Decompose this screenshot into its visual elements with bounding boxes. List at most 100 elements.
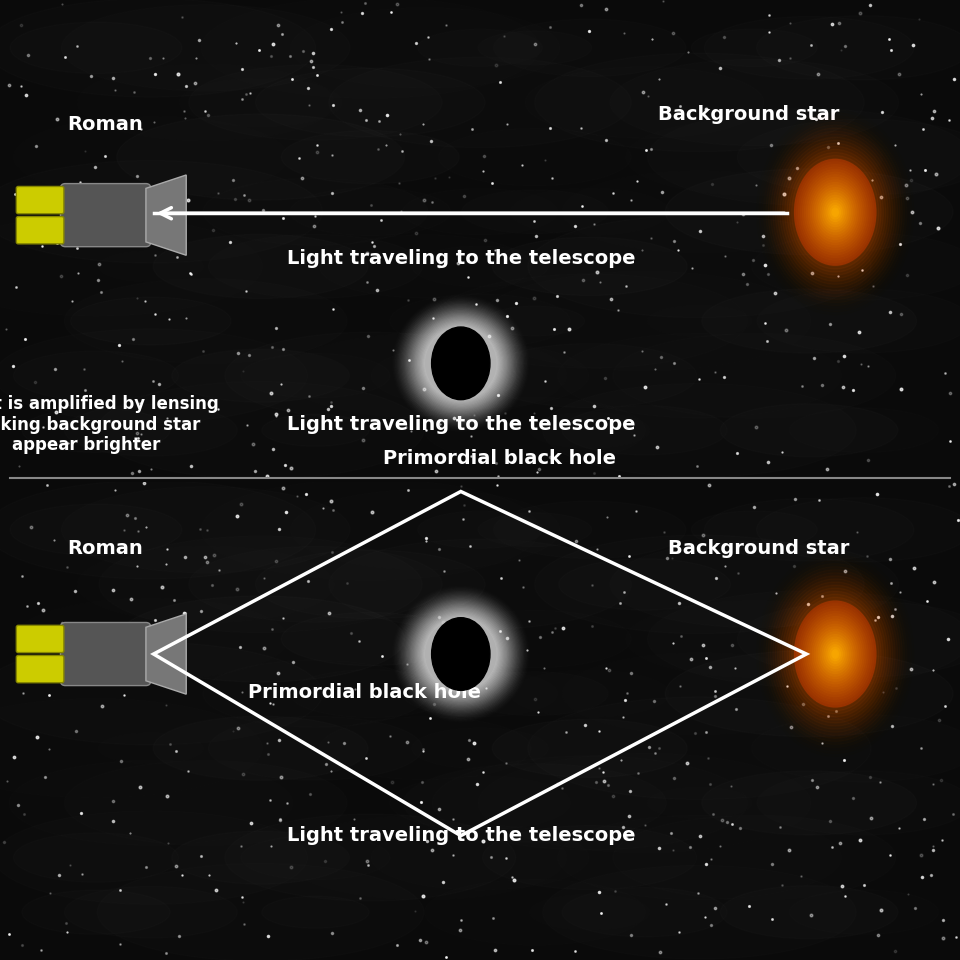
Circle shape (424, 617, 497, 690)
Ellipse shape (281, 612, 459, 665)
Text: Light traveling to the telescope: Light traveling to the telescope (286, 415, 636, 434)
Ellipse shape (153, 234, 368, 299)
Ellipse shape (792, 156, 878, 269)
Ellipse shape (827, 642, 844, 666)
Ellipse shape (799, 607, 872, 702)
Ellipse shape (262, 414, 369, 446)
Ellipse shape (492, 719, 687, 778)
Ellipse shape (117, 114, 404, 200)
Ellipse shape (822, 637, 849, 671)
Ellipse shape (432, 617, 490, 690)
Ellipse shape (818, 190, 852, 234)
Circle shape (423, 616, 498, 691)
Ellipse shape (799, 165, 872, 260)
FancyBboxPatch shape (60, 622, 151, 685)
Circle shape (421, 324, 500, 402)
Ellipse shape (797, 604, 874, 705)
Ellipse shape (803, 612, 868, 697)
Ellipse shape (799, 607, 872, 702)
Circle shape (416, 319, 506, 408)
Ellipse shape (797, 604, 874, 705)
Circle shape (420, 612, 502, 695)
Circle shape (417, 611, 505, 698)
Text: Primordial black hole: Primordial black hole (249, 683, 481, 702)
Ellipse shape (153, 716, 368, 780)
Ellipse shape (808, 619, 862, 689)
Circle shape (414, 316, 508, 411)
Circle shape (420, 323, 502, 404)
Ellipse shape (172, 831, 349, 884)
Ellipse shape (795, 601, 876, 707)
Text: Primordial black hole: Primordial black hole (383, 449, 615, 468)
Text: Light traveling to the telescope: Light traveling to the telescope (286, 827, 636, 845)
Circle shape (424, 327, 497, 399)
Ellipse shape (828, 645, 842, 663)
Ellipse shape (812, 182, 858, 242)
Circle shape (412, 606, 510, 703)
Ellipse shape (172, 349, 349, 402)
Circle shape (421, 615, 500, 693)
Ellipse shape (665, 169, 953, 254)
Ellipse shape (797, 161, 874, 263)
Ellipse shape (803, 170, 868, 254)
Ellipse shape (801, 167, 870, 257)
Ellipse shape (0, 642, 323, 745)
Ellipse shape (832, 208, 838, 216)
Ellipse shape (281, 131, 459, 183)
Ellipse shape (801, 609, 870, 699)
Ellipse shape (810, 622, 860, 686)
Ellipse shape (792, 597, 878, 710)
Ellipse shape (812, 624, 858, 684)
Ellipse shape (804, 172, 866, 252)
Text: Background star: Background star (668, 540, 849, 559)
Circle shape (414, 607, 508, 702)
Ellipse shape (720, 404, 898, 457)
Ellipse shape (830, 205, 840, 219)
Ellipse shape (822, 196, 849, 229)
Ellipse shape (528, 215, 871, 318)
Circle shape (416, 610, 506, 699)
Polygon shape (146, 613, 186, 694)
Text: Light is amplified by lensing
making background star
appear brighter: Light is amplified by lensing making bac… (0, 395, 219, 454)
Ellipse shape (814, 627, 856, 682)
Ellipse shape (825, 198, 846, 227)
Text: Background star: Background star (659, 106, 839, 124)
FancyBboxPatch shape (16, 656, 63, 683)
Ellipse shape (827, 201, 844, 224)
Ellipse shape (816, 630, 854, 679)
FancyBboxPatch shape (60, 183, 151, 247)
Ellipse shape (795, 159, 876, 265)
Ellipse shape (828, 204, 842, 222)
Circle shape (419, 321, 503, 406)
Ellipse shape (720, 886, 898, 939)
Ellipse shape (816, 187, 854, 237)
Ellipse shape (797, 162, 874, 262)
Ellipse shape (665, 651, 953, 736)
Circle shape (420, 324, 501, 403)
FancyBboxPatch shape (16, 186, 63, 214)
Text: Roman: Roman (67, 540, 143, 559)
Ellipse shape (702, 771, 917, 835)
Polygon shape (146, 175, 186, 255)
Ellipse shape (0, 160, 323, 263)
FancyBboxPatch shape (16, 217, 63, 244)
Ellipse shape (262, 896, 369, 928)
Text: Roman: Roman (67, 115, 143, 133)
Ellipse shape (528, 697, 871, 800)
Ellipse shape (808, 178, 862, 247)
Ellipse shape (820, 193, 851, 231)
Circle shape (419, 612, 503, 696)
Ellipse shape (832, 650, 838, 659)
Ellipse shape (702, 289, 917, 353)
Circle shape (412, 315, 510, 412)
FancyBboxPatch shape (16, 625, 63, 653)
Ellipse shape (117, 596, 404, 682)
Ellipse shape (825, 639, 846, 668)
Circle shape (420, 614, 501, 694)
Ellipse shape (804, 614, 866, 694)
Ellipse shape (255, 550, 485, 618)
Circle shape (417, 320, 505, 407)
Ellipse shape (255, 68, 485, 136)
Ellipse shape (818, 632, 852, 676)
Ellipse shape (70, 297, 231, 345)
